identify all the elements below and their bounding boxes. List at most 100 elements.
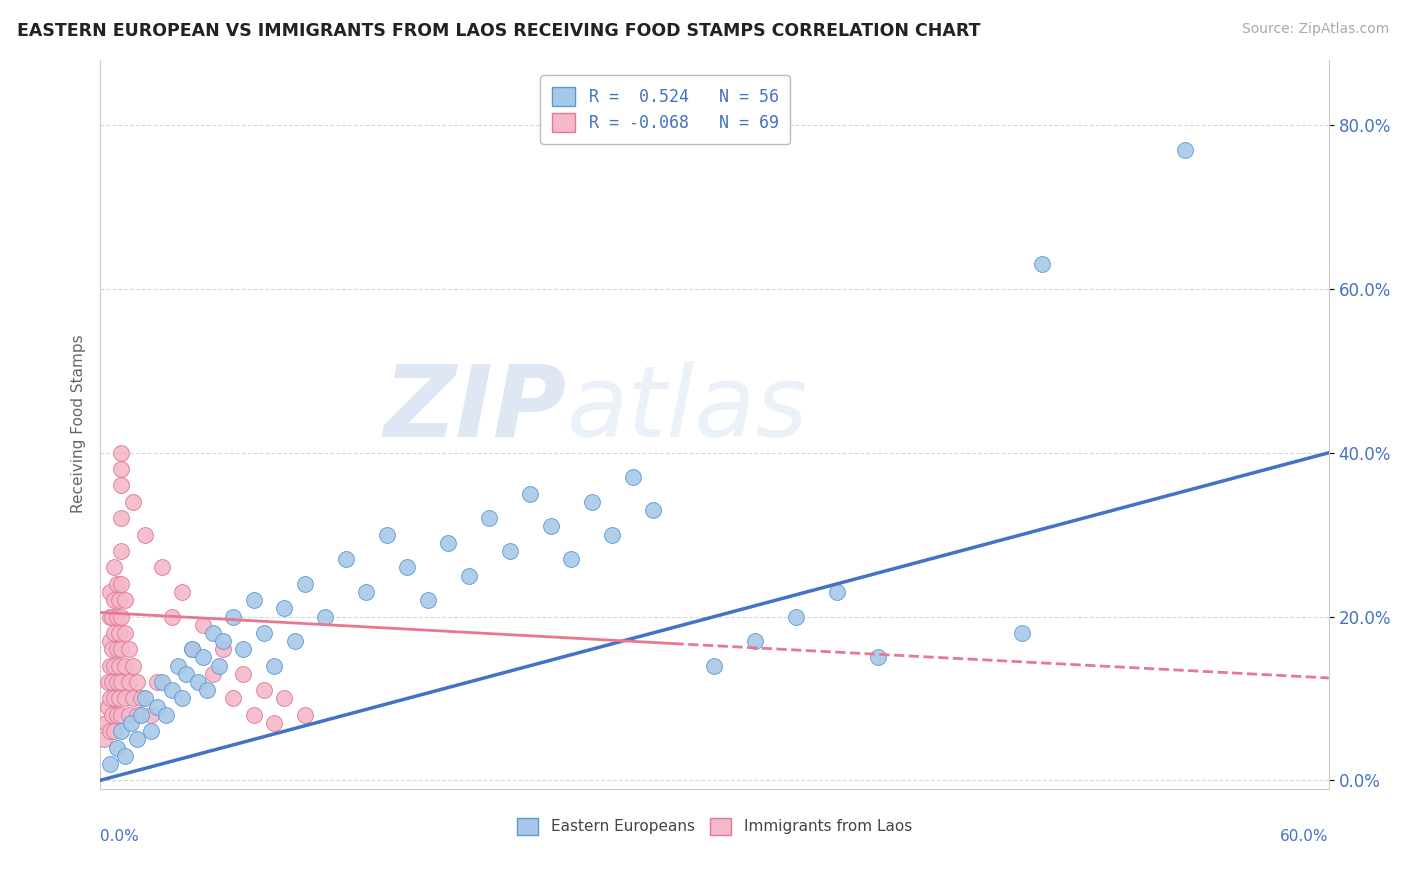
Point [170, 585, 193, 599]
Point [253, 626, 276, 640]
Point [101, 675, 124, 690]
Y-axis label: Receiving Food Stamps: Receiving Food Stamps [72, 334, 86, 514]
Point [212, 634, 235, 648]
Point [167, 658, 190, 673]
Point [114, 691, 136, 706]
Point [122, 658, 145, 673]
Point [242, 707, 264, 722]
Point [195, 683, 218, 698]
Point [416, 593, 439, 607]
Point [98, 609, 121, 624]
Point [191, 650, 214, 665]
Point [110, 707, 132, 722]
Point [868, 650, 890, 665]
Point [150, 675, 173, 690]
Point [208, 658, 231, 673]
Point [187, 675, 209, 690]
Point [232, 642, 254, 657]
Point [212, 642, 235, 657]
Point [125, 732, 148, 747]
Point [294, 576, 316, 591]
Point [110, 462, 132, 476]
Point [335, 552, 357, 566]
Point [160, 683, 183, 698]
Point [314, 609, 336, 624]
Point [125, 675, 148, 690]
Point [141, 707, 163, 722]
Point [827, 585, 849, 599]
Point [110, 724, 132, 739]
Point [744, 634, 766, 648]
Point [118, 707, 141, 722]
Point [560, 552, 582, 566]
Point [242, 593, 264, 607]
Point [110, 478, 132, 492]
Point [101, 707, 124, 722]
Point [122, 691, 145, 706]
Point [110, 675, 132, 690]
Point [114, 626, 136, 640]
Point [134, 527, 156, 541]
Point [191, 617, 214, 632]
Point [103, 626, 125, 640]
Point [110, 544, 132, 558]
Point [98, 658, 121, 673]
Point [101, 609, 124, 624]
Point [621, 470, 644, 484]
Point [107, 626, 129, 640]
Point [129, 691, 152, 706]
Point [98, 634, 121, 648]
Point [114, 748, 136, 763]
Point [114, 658, 136, 673]
Point [222, 609, 245, 624]
Point [97, 675, 120, 690]
Point [103, 560, 125, 574]
Text: 0.0%: 0.0% [100, 829, 139, 844]
Point [107, 658, 129, 673]
Point [155, 707, 177, 722]
Point [120, 716, 142, 731]
Text: 60.0%: 60.0% [1281, 829, 1329, 844]
Point [581, 495, 603, 509]
Point [103, 658, 125, 673]
Point [98, 585, 121, 599]
Point [93, 732, 115, 747]
Point [174, 666, 197, 681]
Point [1174, 143, 1197, 157]
Point [141, 724, 163, 739]
Point [103, 593, 125, 607]
Point [105, 740, 128, 755]
Point [437, 536, 460, 550]
Point [263, 658, 285, 673]
Point [396, 560, 419, 574]
Point [98, 756, 121, 771]
Point [519, 486, 541, 500]
Point [105, 675, 128, 690]
Point [146, 675, 169, 690]
Point [96, 716, 118, 731]
Point [118, 642, 141, 657]
Point [110, 576, 132, 591]
Point [1031, 257, 1053, 271]
Point [146, 699, 169, 714]
Point [181, 642, 204, 657]
Legend: Eastern Europeans, Immigrants from Laos: Eastern Europeans, Immigrants from Laos [509, 810, 920, 843]
Point [118, 675, 141, 690]
Text: EASTERN EUROPEAN VS IMMIGRANTS FROM LAOS RECEIVING FOOD STAMPS CORRELATION CHART: EASTERN EUROPEAN VS IMMIGRANTS FROM LAOS… [17, 22, 980, 40]
Point [103, 691, 125, 706]
Point [110, 642, 132, 657]
Point [107, 593, 129, 607]
Point [125, 707, 148, 722]
Point [253, 683, 276, 698]
Point [201, 666, 224, 681]
Point [703, 658, 725, 673]
Point [600, 527, 623, 541]
Point [232, 666, 254, 681]
Point [457, 568, 479, 582]
Point [785, 609, 807, 624]
Point [105, 707, 128, 722]
Point [98, 691, 121, 706]
Point [114, 593, 136, 607]
Point [375, 527, 398, 541]
Point [1011, 626, 1033, 640]
